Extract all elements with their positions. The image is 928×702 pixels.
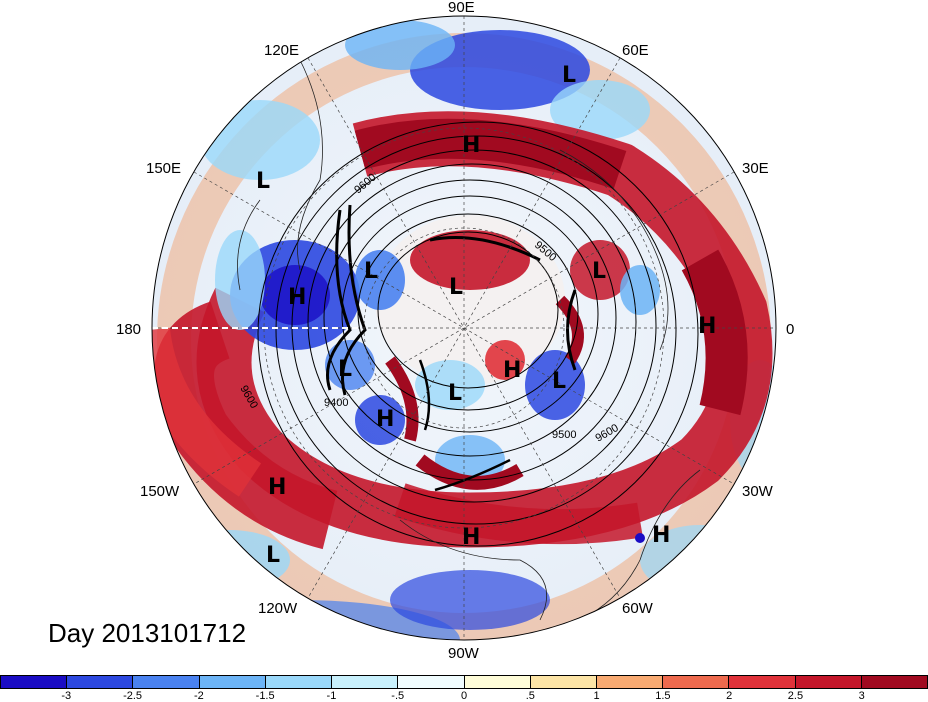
colorbar-swatch [795, 676, 862, 688]
lon-label: 30W [742, 483, 774, 500]
colorbar-swatch [133, 676, 200, 688]
pressure-label: L [552, 369, 566, 394]
lon-label: 60E [622, 42, 649, 59]
colorbar-tick-label: 1 [593, 690, 600, 702]
lon-label: 30E [742, 160, 769, 177]
colorbar-swatch [861, 676, 928, 688]
pressure-label: H [652, 523, 670, 548]
pressure-system-labels: L H L L H L L H L H L L H H H L H [256, 63, 716, 568]
colorbar [0, 675, 928, 689]
pressure-label: L [448, 381, 462, 406]
pressure-label: L [256, 169, 270, 194]
colorbar-swatch [67, 676, 134, 688]
colorbar-labels: -3 -2.5 -2 -1.5 -1 -.5 0 .5 1 1.5 2 2.5 3 [0, 690, 928, 702]
contour-label: 9500 [552, 429, 576, 441]
pressure-label: H [288, 285, 306, 310]
pressure-label: L [592, 259, 606, 284]
longitude-labels: 90E 60E 120E 150E 30E 180 0 150W 30W 120… [116, 0, 794, 662]
colorbar-swatch [199, 676, 266, 688]
height-contours [257, 121, 699, 547]
colorbar-tick-label: 2 [726, 690, 733, 702]
pressure-label: H [503, 358, 521, 383]
colorbar-tick-label: -1 [326, 690, 337, 702]
colorbar-tick-label: -.5 [391, 690, 405, 702]
colorbar-tick-label: -2 [193, 690, 204, 702]
contour-label: 9400 [324, 397, 348, 409]
colorbar-swatch [1, 676, 68, 688]
pressure-label: L [338, 357, 352, 382]
colorbar-swatch [398, 676, 465, 688]
colorbar-swatch [729, 676, 796, 688]
lon-label: 120W [258, 600, 298, 617]
colorbar-swatch [530, 676, 597, 688]
lon-label: 180 [116, 321, 141, 338]
pressure-label: H [462, 525, 480, 550]
colorbar-swatch [332, 676, 399, 688]
pressure-label: L [266, 543, 280, 568]
pressure-label: H [698, 314, 716, 339]
map-title: Day 2013101712 [48, 618, 247, 648]
colorbar-tick-label: 0 [460, 690, 468, 702]
colorbar-swatch [464, 676, 531, 688]
colorbar-tick-label: 1.5 [655, 690, 671, 702]
graticule [152, 16, 776, 640]
pressure-label: H [376, 407, 394, 432]
lon-label: 150W [140, 483, 180, 500]
colorbar-swatch [596, 676, 664, 688]
colorbar-swatch [663, 676, 730, 688]
lon-label: 120E [264, 42, 299, 59]
colorbar-tick-label: -3 [61, 690, 72, 702]
lon-label: 90W [448, 645, 480, 662]
colorbar-tick-label: .5 [525, 690, 535, 702]
lon-label: 0 [786, 321, 794, 338]
pressure-label: L [364, 259, 378, 284]
lon-label: 90E [448, 0, 475, 16]
lon-label: 60W [622, 600, 654, 617]
colorbar-tick-label: -1.5 [255, 690, 275, 702]
pressure-label: L [562, 63, 576, 88]
coastlines [237, 59, 701, 621]
colorbar-tick-label: 2.5 [787, 690, 804, 702]
pressure-label: L [449, 275, 463, 300]
colorbar-tick-label: 3 [858, 690, 865, 702]
colorbar-swatch [265, 676, 333, 688]
pressure-label: H [462, 133, 480, 158]
colorbar-tick-label: -2.5 [123, 690, 143, 702]
map-boundary [151, 15, 777, 641]
pressure-label: H [268, 475, 286, 500]
lon-label: 150E [146, 160, 181, 177]
